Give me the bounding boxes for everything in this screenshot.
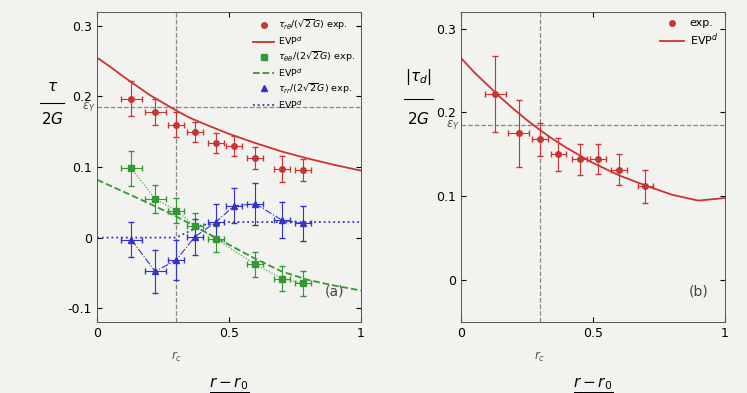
Text: $r_c$: $r_c$ (170, 350, 182, 364)
Text: $2G$: $2G$ (407, 111, 430, 127)
Text: $r_c$: $r_c$ (534, 350, 545, 364)
Legend: $\tau_{r\theta}/(\sqrt{2}G)$ exp., EVP$^d$, $\tau_{\theta\theta}/(2\sqrt{2}G)$ e: $\tau_{r\theta}/(\sqrt{2}G)$ exp., EVP$^… (249, 14, 359, 114)
Text: $2G$: $2G$ (41, 111, 63, 127)
Text: $\varepsilon_Y$: $\varepsilon_Y$ (82, 101, 96, 114)
Text: $\dfrac{r-r_0}{\Delta r}$: $\dfrac{r-r_0}{\Delta r}$ (572, 375, 613, 393)
Text: (a): (a) (325, 284, 344, 298)
Text: $|\tau_d|$: $|\tau_d|$ (406, 67, 432, 87)
Text: $\tau$: $\tau$ (46, 79, 58, 94)
Text: $\dfrac{r-r_0}{\Delta r}$: $\dfrac{r-r_0}{\Delta r}$ (208, 375, 249, 393)
Text: (b): (b) (688, 284, 708, 298)
Text: $\varepsilon_Y$: $\varepsilon_Y$ (446, 119, 459, 132)
Legend: exp., EVP$^d$: exp., EVP$^d$ (655, 14, 722, 53)
